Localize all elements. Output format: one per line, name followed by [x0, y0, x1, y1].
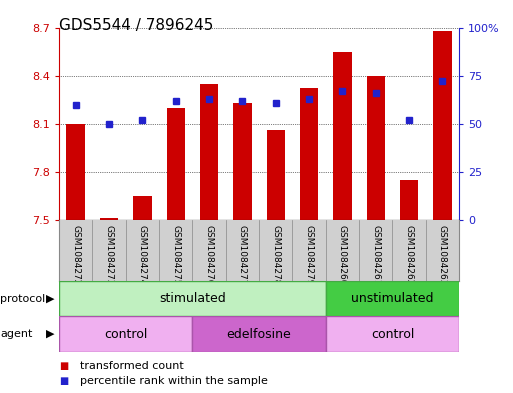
Text: GSM1084263: GSM1084263 — [438, 225, 447, 285]
Text: agent: agent — [0, 329, 32, 339]
Text: transformed count: transformed count — [80, 361, 183, 371]
Text: GSM1084273: GSM1084273 — [105, 225, 113, 285]
Bar — [326, 281, 459, 316]
Text: GSM1084274: GSM1084274 — [138, 225, 147, 285]
Text: GSM1084277: GSM1084277 — [238, 225, 247, 285]
Bar — [133, 196, 151, 220]
Text: ■: ■ — [59, 376, 68, 386]
Text: ▶: ▶ — [46, 294, 55, 304]
Bar — [200, 84, 218, 220]
Bar — [326, 316, 459, 352]
Text: GSM1084276: GSM1084276 — [205, 225, 213, 285]
Text: stimulated: stimulated — [159, 292, 226, 305]
Bar — [59, 281, 326, 316]
Text: unstimulated: unstimulated — [351, 292, 433, 305]
Text: GSM1084278: GSM1084278 — [271, 225, 280, 285]
Text: control: control — [371, 327, 414, 341]
Text: GSM1084272: GSM1084272 — [71, 225, 80, 285]
Text: percentile rank within the sample: percentile rank within the sample — [80, 376, 267, 386]
Bar — [167, 108, 185, 220]
Bar — [367, 75, 385, 220]
Text: ▶: ▶ — [46, 329, 55, 339]
Text: GSM1084262: GSM1084262 — [405, 225, 413, 285]
Text: protocol: protocol — [0, 294, 45, 304]
Bar — [333, 51, 351, 220]
Text: edelfosine: edelfosine — [227, 327, 291, 341]
Text: GSM1084261: GSM1084261 — [371, 225, 380, 285]
Text: GSM1084275: GSM1084275 — [171, 225, 180, 285]
Text: GDS5544 / 7896245: GDS5544 / 7896245 — [59, 18, 213, 33]
Text: ■: ■ — [59, 361, 68, 371]
Text: GSM1084260: GSM1084260 — [338, 225, 347, 285]
Bar — [59, 316, 192, 352]
Bar — [400, 180, 418, 220]
Text: control: control — [104, 327, 147, 341]
Bar — [233, 103, 251, 220]
Bar — [100, 219, 118, 220]
Bar — [267, 130, 285, 220]
Text: GSM1084279: GSM1084279 — [305, 225, 313, 285]
Bar — [300, 88, 318, 220]
Bar — [67, 124, 85, 220]
Bar — [433, 31, 451, 220]
Bar — [192, 316, 326, 352]
